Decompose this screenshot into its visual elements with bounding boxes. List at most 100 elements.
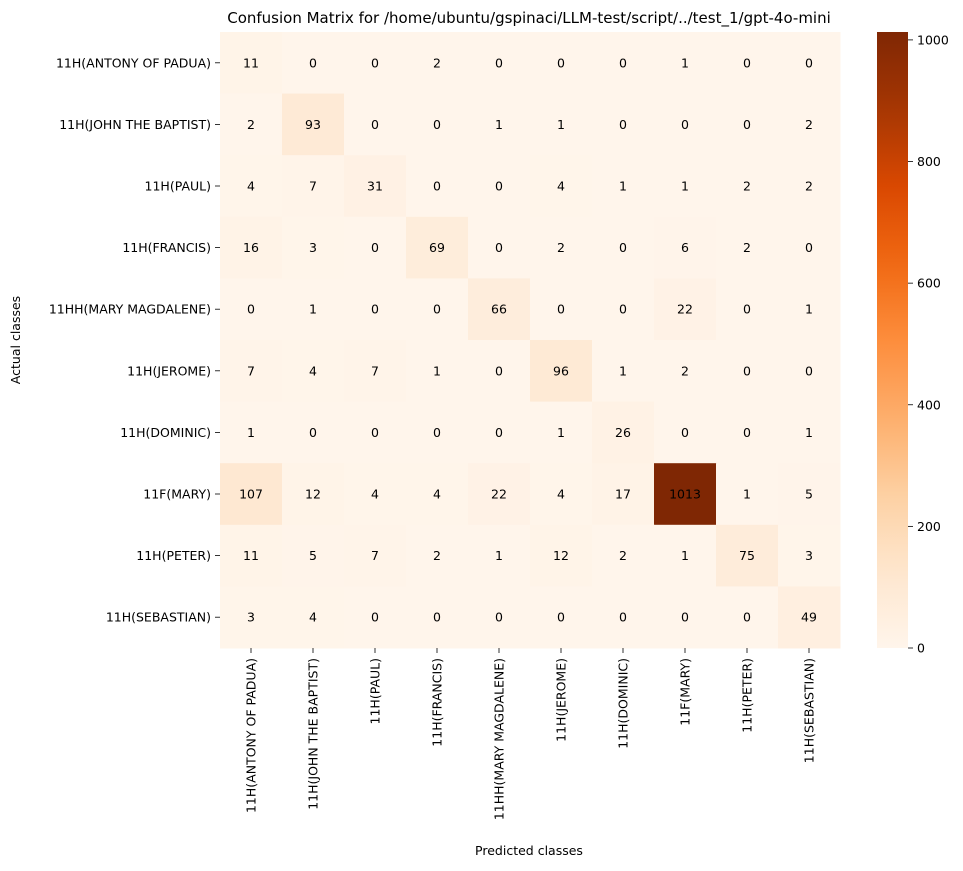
cell-value-r2-c0: 4 [247,179,255,194]
heatmap-cell-r6-c9 [778,401,841,464]
cell-value-r0-c3: 2 [433,55,441,70]
cell-value-r0-c7: 1 [681,55,689,70]
cell-value-r1-c7: 0 [681,117,689,132]
heatmap-cell-r2-c0 [220,155,283,218]
heatmap-cell-r3-c6 [592,216,655,279]
heatmap-cell-r3-c2 [344,216,407,279]
colorbar-tick-label-4: 800 [917,154,941,169]
heatmap-cell-r4-c2 [344,278,407,341]
heatmap-cell-r7-c0 [220,463,283,526]
cell-value-r7-c9: 5 [805,487,813,502]
heatmap-cell-r8-c8 [716,524,779,587]
cell-value-r6-c5: 1 [557,425,565,440]
heatmap-cell-r8-c7 [654,524,717,587]
heatmap-cell-r5-c3 [406,340,469,403]
heatmap-cell-r9-c0 [220,586,283,649]
heatmap-cell-r2-c2 [344,155,407,218]
cell-value-r2-c5: 4 [557,179,565,194]
heatmap-cell-r4-c1 [282,278,345,341]
cell-value-r9-c4: 0 [495,610,503,625]
cell-value-r0-c2: 0 [371,55,379,70]
cell-value-r3-c1: 3 [309,240,317,255]
heatmap-cell-r9-c7 [654,586,717,649]
cell-value-r5-c8: 0 [743,363,751,378]
heatmap-cell-r5-c0 [220,340,283,403]
heatmap-cell-r2-c1 [282,155,345,218]
cell-value-r0-c9: 0 [805,55,813,70]
cell-value-r4-c2: 0 [371,302,379,317]
cell-value-r4-c8: 0 [743,302,751,317]
y-axis-label: Actual classes [8,296,23,384]
heatmap-cell-r4-c3 [406,278,469,341]
cell-value-r4-c3: 0 [433,302,441,317]
cell-value-r2-c2: 31 [367,179,383,194]
heatmap-cell-r6-c4 [468,401,531,464]
colorbar-tick-label-3: 600 [917,276,941,291]
heatmap-cell-r8-c6 [592,524,655,587]
cell-value-r5-c6: 1 [619,363,627,378]
heatmap-cell-r7-c8 [716,463,779,526]
cell-value-r7-c8: 1 [743,487,751,502]
cell-value-r4-c4: 66 [491,302,507,317]
x-tick-label-2: 11H(PAUL) [368,658,383,724]
heatmap-cell-r6-c8 [716,401,779,464]
x-tick-label-5: 11H(JEROME) [554,658,569,742]
chart-title: Confusion Matrix for /home/ubuntu/gspina… [227,9,831,28]
cell-value-r2-c6: 1 [619,179,627,194]
cell-value-r6-c6: 26 [615,425,631,440]
heatmap-cell-r0-c9 [778,32,841,95]
heatmap-cell-r5-c1 [282,340,345,403]
heatmap-cell-r1-c2 [344,93,407,156]
heatmap-cell-r4-c6 [592,278,655,341]
cell-annotations: 11 0 0 2 0 0 0 1 0 02 93 0 0 1 1 0 0 0 24 7 31 0 0 4 1 1 2 216 3 0 69 0… [239,55,817,624]
heatmap-cell-r6-c5 [530,401,593,464]
y-tick-label-7: 11F(MARY) [143,487,211,502]
heatmap-cell-r9-c8 [716,586,779,649]
cell-value-r5-c5: 96 [553,363,569,378]
cell-value-r6-c9: 1 [805,425,813,440]
heatmap-cell-r9-c3 [406,586,469,649]
cell-value-r2-c8: 2 [743,179,751,194]
cell-value-r3-c2: 0 [371,240,379,255]
heatmap-cell-r5-c7 [654,340,717,403]
colorbar [877,32,908,648]
heatmap-cell-r9-c4 [468,586,531,649]
cell-value-r3-c8: 2 [743,240,751,255]
heatmap-cell-r1-c1 [282,93,345,156]
x-tick-label-1: 11H(JOHN THE BAPTIST) [306,658,321,810]
colorbar-tick-label-0: 0 [917,641,925,656]
y-tick-label-2: 11H(PAUL) [145,179,211,194]
colorbar-tick-label-5: 1000 [917,32,949,47]
cell-value-r9-c2: 0 [371,610,379,625]
heatmap-cell-r2-c3 [406,155,469,218]
heatmap-cell-r1-c4 [468,93,531,156]
cell-value-r6-c8: 0 [743,425,751,440]
heatmap-cell-r5-c9 [778,340,841,403]
x-tick-label-9: 11H(SEBASTIAN) [802,658,817,763]
heatmap-cell-r9-c6 [592,586,655,649]
cell-value-r8-c1: 5 [309,548,317,563]
cell-value-r8-c5: 12 [553,548,569,563]
heatmap-cell-r7-c2 [344,463,407,526]
y-tick-label-9: 11H(SEBASTIAN) [106,610,211,625]
heatmap-cell-r8-c9 [778,524,841,587]
cell-value-r4-c5: 0 [557,302,565,317]
cell-value-r3-c6: 0 [619,240,627,255]
heatmap-cell-r2-c8 [716,155,779,218]
heatmap-cell-r7-c7 [654,463,717,526]
heatmap-cell-r1-c7 [654,93,717,156]
cell-value-r5-c2: 7 [371,363,379,378]
cell-value-r6-c7: 0 [681,425,689,440]
cell-value-r5-c3: 1 [433,363,441,378]
heatmap-cell-r3-c0 [220,216,283,279]
cell-value-r1-c0: 2 [247,117,255,132]
cell-value-r1-c9: 2 [805,117,813,132]
cell-value-r2-c7: 1 [681,179,689,194]
cell-value-r7-c2: 4 [371,487,379,502]
cell-value-r1-c3: 0 [433,117,441,132]
heatmap-cell-r0-c4 [468,32,531,95]
cell-value-r2-c1: 7 [309,179,317,194]
heatmap-cell-r4-c9 [778,278,841,341]
cell-value-r1-c2: 0 [371,117,379,132]
heatmap-cell-r7-c9 [778,463,841,526]
